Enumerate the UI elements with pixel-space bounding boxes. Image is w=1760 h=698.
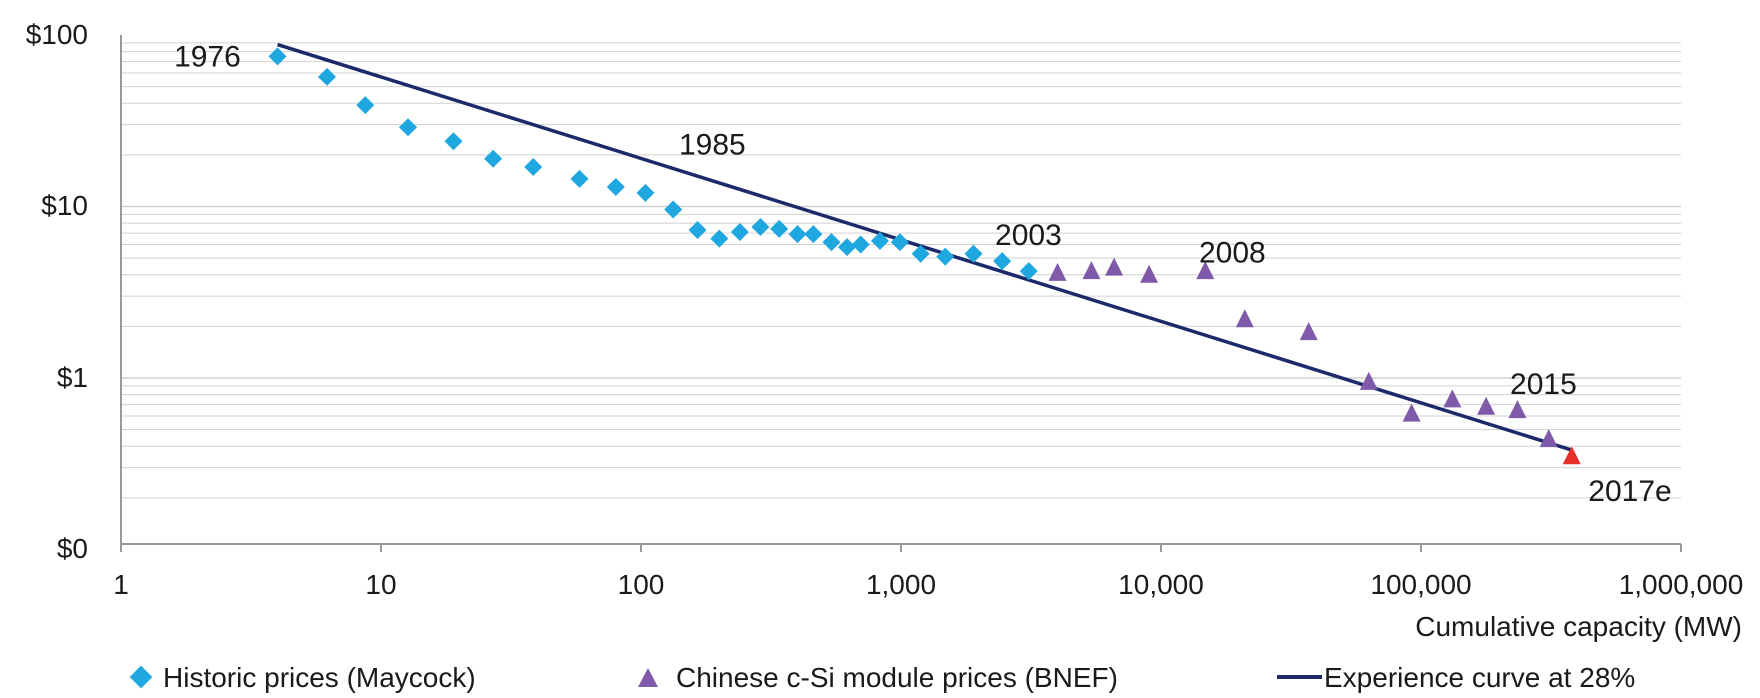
legend-marker-triangle [638,668,658,687]
historic-price-point [710,229,729,248]
historic-price-point [664,200,683,219]
legend-label-historic: Historic prices (Maycock) [163,662,476,693]
annotation-2008: 2008 [1199,236,1266,269]
legend-item-historic: Historic prices (Maycock) [129,662,476,693]
legend-label-chinese: Chinese c-Si module prices (BNEF) [676,662,1118,693]
x-tick-label-1000000: 1,000,000 [1619,569,1744,600]
x-tick-label-10000: 10,000 [1118,569,1204,600]
x-tick-label-1000: 1,000 [866,569,936,600]
historic-price-point [770,219,789,238]
historic-price-point [606,177,625,196]
chinese-price-point [1082,261,1101,280]
legend-item-chinese: Chinese c-Si module prices (BNEF) [638,662,1118,693]
experience-curve-layer [277,42,1573,452]
historic-price-point [444,132,463,151]
legend-item-curve: Experience curve at 28% [1277,662,1635,693]
historic-price-point [636,183,655,202]
historic-price-point [751,217,770,236]
chinese-price-point [1477,396,1496,415]
legend: Historic prices (Maycock) Chinese c-Si m… [129,662,1635,693]
chinese-price-point [1539,429,1558,448]
y-tick-labels: $100 $10 $1 $0 [26,19,88,564]
historic-price-point [890,233,909,252]
historic-price-point [318,67,337,86]
x-tick-labels: 1 10 100 1,000 10,000 100,000 1,000,000 [113,569,1743,600]
y-tick-label-0: $0 [57,533,88,564]
chinese-price-point [1359,371,1378,390]
annotation-2015: 2015 [1510,368,1577,401]
annotation-1976: 1976 [174,40,241,73]
historic-price-point [570,169,589,188]
chinese-price-point [1443,389,1462,408]
chinese-price-point [1235,309,1254,328]
experience-curve-line [277,42,1573,452]
estimate-price-point [1562,446,1581,465]
annotation-2017e: 2017e [1588,475,1671,508]
historic-price-point [822,233,841,252]
chinese-price-point [1140,264,1159,283]
historic-price-point [838,238,857,257]
historic-price-point [268,47,287,66]
historic-price-point [730,223,749,242]
y-tick-label-100: $100 [26,19,88,50]
chinese-price-point [1196,261,1215,280]
annotation-2003: 2003 [995,219,1062,252]
x-tick-label-100: 100 [618,569,665,600]
historic-price-point [804,225,823,244]
historic-price-point [911,244,930,263]
legend-marker-diamond [129,665,153,689]
x-axis-title: Cumulative capacity (MW) [1415,611,1742,642]
historic-price-point [688,220,707,239]
historic-price-point [1019,262,1038,281]
y-tick-label-10: $10 [41,190,88,221]
chinese-price-point [1105,257,1124,276]
x-tick-label-1: 1 [113,569,129,600]
chinese-price-point [1299,322,1318,341]
y-tick-label-1: $1 [57,362,88,393]
legend-label-curve: Experience curve at 28% [1324,662,1635,693]
historic-price-point [936,247,955,266]
gridlines [121,42,1681,499]
historic-price-point [484,149,503,168]
x-tick-label-100000: 100,000 [1370,569,1471,600]
chinese-price-point [1508,400,1527,419]
historic-price-point [851,235,870,254]
historic-price-point [788,225,807,244]
historic-price-point [870,231,889,250]
historic-price-point [524,157,543,176]
chinese-price-point [1048,262,1067,281]
annotation-1985: 1985 [679,128,746,161]
chinese-price-point [1402,403,1421,422]
historic-price-point [964,244,983,263]
historic-price-point [356,96,375,115]
historic-price-point [398,118,417,137]
historic-price-point [993,252,1012,271]
data-points-layer [268,47,1581,465]
axes [120,35,1682,552]
x-tick-label-10: 10 [365,569,396,600]
year-annotations: 1976 1985 2003 2008 2015 2017e [174,40,1672,507]
